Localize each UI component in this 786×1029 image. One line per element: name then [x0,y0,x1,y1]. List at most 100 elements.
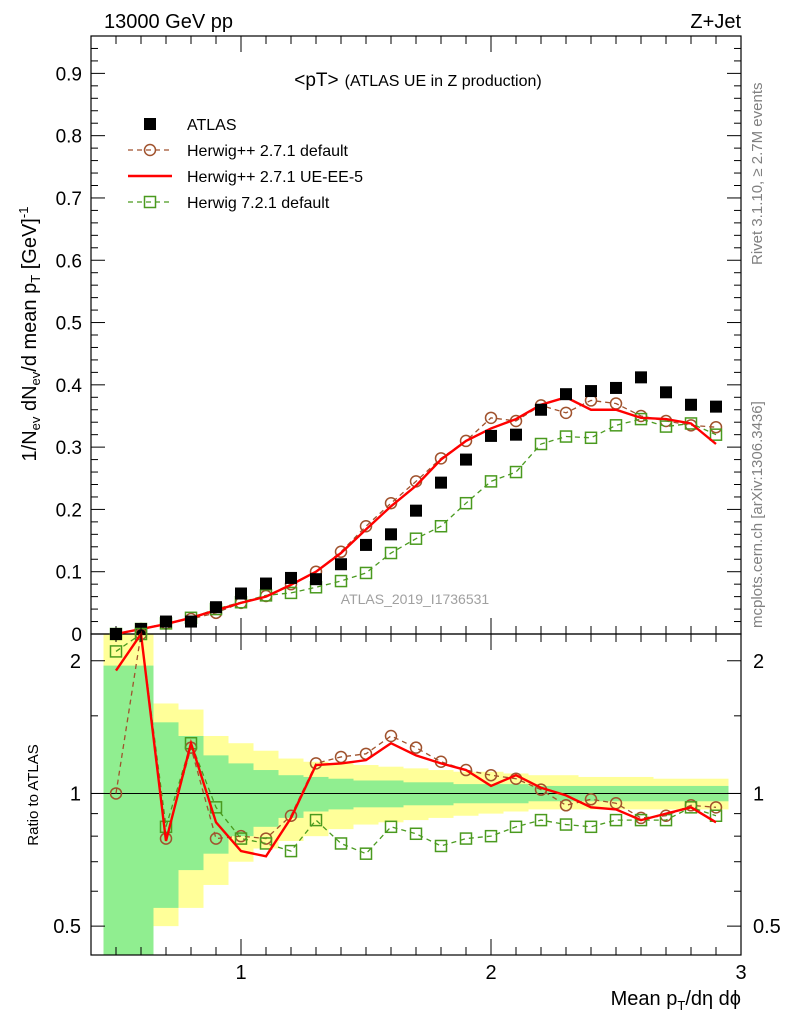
ratio-band-inner [203,755,229,854]
plot-title-main: <pT> [294,70,338,91]
y-axis-label-top: 1/Nev dNev/d mean pT [GeV]-1 [16,207,43,462]
top-herwig7-point [584,431,598,445]
ratio-herwig7-line [115,632,717,855]
top-y-tick-label: 0.9 [56,64,82,85]
ratio-herwig-ueee5-line [115,630,717,858]
legend-label-herwig7: Herwig 7.2.1 default [187,195,330,212]
top-herwig7-point [384,546,398,560]
top-atlas-point [435,476,447,489]
ratio-herwig7-point [684,801,698,814]
mcplots-label: mcplots.cern.ch [arXiv:1306.3436] [749,401,766,628]
ratio-herwig-default-point [309,757,323,770]
x-tick-label: 2 [485,962,496,984]
top-atlas-point [460,453,472,466]
legend-label-herwig-ueee5: Herwig++ 2.7.1 UE-EE-5 [187,169,363,186]
top-atlas-point [710,400,722,413]
ratio-band-inner [228,763,254,837]
top-y-tick-label: 0.6 [56,251,82,272]
ratio-band-inner [128,665,154,955]
legend-marker-herwig7 [143,195,157,209]
top-atlas-point [635,371,647,384]
top-atlas-point [585,385,597,398]
ratio-herwig7-point [509,820,523,834]
ratio-y-tick-label-right: 2 [753,651,764,673]
ratio-herwig-default-point [584,793,598,806]
ratio-herwig7-point [109,645,123,658]
ratio-herwig7-point [459,832,473,845]
ratio-herwig7-point [409,827,423,841]
ratio-herwig7-point [184,736,198,750]
ratio-herwig7-point [259,837,273,850]
top-herwig-default-point [334,545,348,559]
ratio-herwig7-point [384,820,398,834]
watermark-label: ATLAS_2019_I1736531 [341,591,490,607]
plot-title: <pT> (ATLAS UE in Z production) [294,70,541,91]
ratio-y-tick-label: 0.5 [53,916,81,938]
y-axis-label-bottom: Ratio to ATLAS [25,744,42,845]
ratio-herwig7-point [484,829,498,843]
ratio-herwig-default-point [409,741,423,754]
top-atlas-point [410,504,422,517]
ratio-herwig-default-point [384,729,398,743]
ticks-layer: 0 0.1 0.2 0.3 0.4 0.5 0.6 0.7 0.8 0.9 1 2 3 0.5 0.5 1 1 2… [53,36,781,984]
ratio-herwig-default-point [459,763,473,777]
top-herwig-default-point [459,434,473,448]
top-herwig7-point [659,420,673,433]
ratio-herwig7-point [559,818,573,831]
top-y-tick-label: 0.3 [56,438,82,459]
top-herwig7-point [334,574,348,588]
ratio-y-tick-label-right: 1 [753,783,764,805]
top-y-tick-label: 0.8 [56,127,82,148]
legend-label-herwig-default: Herwig++ 2.7.1 default [187,143,349,160]
ratio-herwig7-point [434,839,448,853]
ratio-band-inner [178,735,204,871]
ratio-herwig7-point [359,847,373,860]
ratio-herwig7-point [634,813,648,827]
ratio-herwig7-point [609,813,623,827]
x-tick-label: 3 [735,962,746,984]
top-herwig7-point [359,566,373,580]
top-herwig7-point [284,586,298,600]
legend-marker-atlas [144,118,156,130]
ratio-y-tick-label: 1 [70,783,81,805]
ratio-herwig7-point [234,832,248,845]
top-herwig7-point [509,465,523,479]
rivet-label: Rivet 3.1.10, ≥ 2.7M events [749,83,766,266]
top-herwig7-point [609,419,623,432]
x-axis-label: Mean pT/dη dϕ [611,988,741,1013]
legend-label-atlas: ATLAS [187,117,237,134]
ratio-herwig-default-point [484,768,498,782]
top-herwig7-point [484,475,498,488]
top-atlas-point [360,538,372,551]
top-herwig7-point [709,428,723,441]
top-atlas-point [660,386,672,399]
top-atlas-point [185,615,197,628]
top-atlas-point [610,381,622,394]
header-left: 13000 GeV pp [104,11,233,33]
ratio-herwig7-point [584,820,598,834]
ratio-herwig-default-point [284,809,298,822]
top-herwig7-point [434,519,448,533]
ratio-band-inner [328,778,354,810]
top-herwig7-point [559,430,573,443]
ratio-band-inner [103,665,129,955]
ratio-herwig-default-line [115,633,717,840]
top-herwig7-point [259,589,273,602]
top-y-tick-label: 0.1 [56,563,82,584]
top-atlas-point [535,403,547,416]
top-atlas-point [335,558,347,571]
ratio-herwig7-point [334,837,348,850]
top-herwig7-point [459,496,473,510]
plot-title-sub: (ATLAS UE in Z production) [345,73,542,90]
top-y-tick-label: 0.5 [56,314,82,335]
legend: ATLAS Herwig++ 2.7.1 default Herwig++ 2.7.… [128,117,363,212]
ratio-herwig7-point [309,813,323,827]
ratio-herwig7-point [534,813,548,827]
ratio-y-tick-label-right: 0.5 [753,916,781,938]
ratio-band-inner [153,722,179,908]
top-atlas-point [285,571,297,584]
top-atlas-point [560,388,572,401]
top-herwig7-point [534,437,548,451]
top-y-tick-label: 0.2 [56,500,82,521]
